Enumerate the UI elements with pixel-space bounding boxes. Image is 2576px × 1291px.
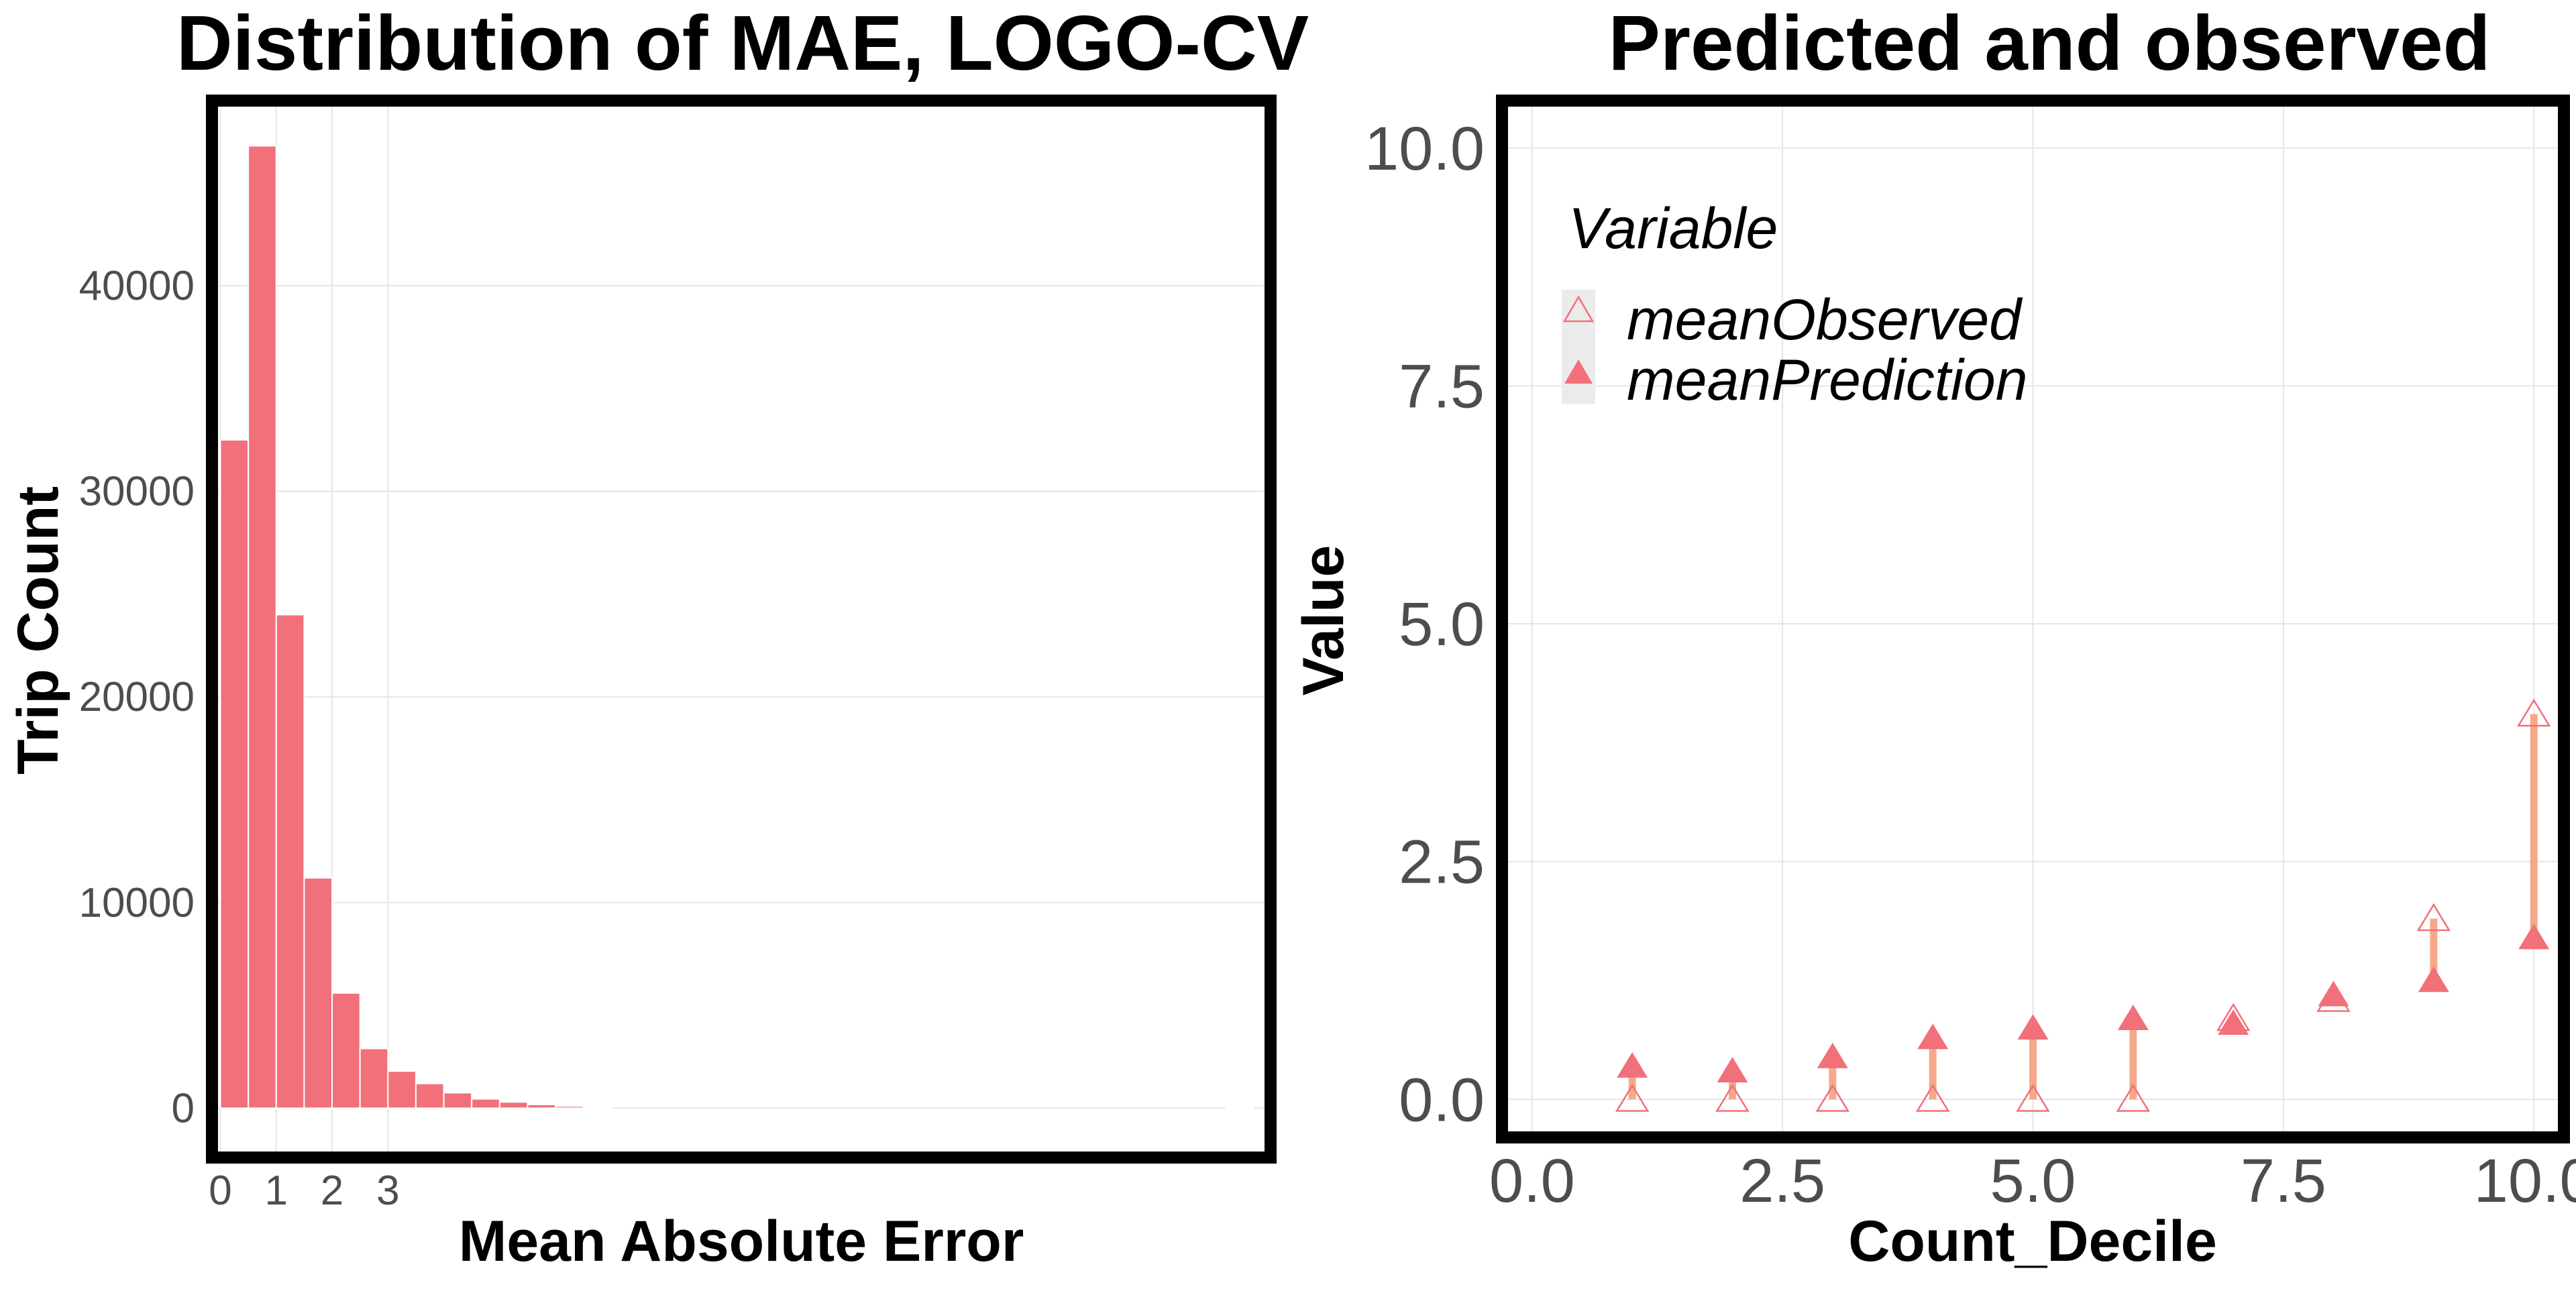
mean-prediction-point-2 <box>1817 1042 1848 1068</box>
histogram-bar-2 <box>275 614 305 1109</box>
histogram-bar-8 <box>443 1092 473 1109</box>
hist-x-tick-label-3: 3 <box>376 1168 399 1214</box>
pred-obs-y-axis-title: Value <box>1291 545 1356 696</box>
hist-y-tick-label-2: 20000 <box>79 674 195 720</box>
mean-prediction-point-1 <box>1717 1057 1748 1082</box>
mean-observed-point-1 <box>1715 1084 1750 1112</box>
legend-open-triangle-icon <box>1562 295 1595 323</box>
pred-obs-x-ticks: 0.0 2.5 5.0 7.5 10.0 <box>1489 1147 2576 1215</box>
po-x-tick-label-3: 7.5 <box>2241 1147 2326 1215</box>
mean-observed-point-9 <box>2516 698 2551 727</box>
histogram-frame <box>206 95 1277 1164</box>
pred-obs-x-axis-title: Count_Decile <box>1848 1209 2217 1274</box>
mean-observed-point-5 <box>2116 1084 2151 1112</box>
histogram-bar-11 <box>527 1103 557 1109</box>
histogram-bar-4 <box>331 992 361 1109</box>
mean-observed-point-8 <box>2416 903 2451 932</box>
histogram-bar-7 <box>415 1082 445 1109</box>
histogram-bar-9 <box>471 1098 500 1109</box>
legend-key-background <box>1562 290 1595 404</box>
po-x-tick-label-4: 10.0 <box>2474 1147 2576 1215</box>
mean-prediction-point-5 <box>2117 1005 2149 1030</box>
po-y-tick-label-3: 7.5 <box>1399 353 1485 421</box>
mean-prediction-point-8 <box>2418 966 2449 993</box>
hist-x-tick-label-2: 2 <box>321 1168 343 1214</box>
mae-histogram-title: Distribution of MAE, LOGO-CV <box>176 0 1309 87</box>
histogram-y-ticks: 0 10000 20000 30000 40000 <box>79 263 195 1131</box>
mean-observed-point-6 <box>2216 1003 2251 1031</box>
hist-y-tick-label-4: 40000 <box>79 263 195 309</box>
pred-obs-frame <box>1496 95 2570 1143</box>
mean-observed-point-4 <box>2016 1084 2050 1112</box>
hist-y-tick-label-1: 10000 <box>79 880 195 926</box>
histogram-y-axis-title: Trip Count <box>6 486 70 775</box>
histogram-bar-6 <box>387 1070 417 1109</box>
po-x-tick-label-0: 0.0 <box>1489 1147 1575 1215</box>
mean-observed-point-3 <box>1915 1084 1950 1112</box>
pred-obs-title: Predicted and observed <box>1608 0 2490 87</box>
mean-prediction-point-9 <box>2518 923 2550 950</box>
pred-obs-segments <box>1628 714 2538 1100</box>
mean-observed-point-0 <box>1615 1084 1650 1112</box>
pred-obs-gridlines <box>1502 101 2564 1137</box>
hist-y-tick-label-3: 30000 <box>79 469 195 515</box>
mean-prediction-point-4 <box>2017 1014 2049 1040</box>
pred-obs-points <box>1615 698 2551 1112</box>
histogram-bars <box>219 145 1255 1109</box>
legend-title: Variable <box>1568 197 1778 261</box>
hist-x-tick-label-1: 1 <box>265 1168 288 1214</box>
po-x-tick-label-1: 2.5 <box>1739 1147 1825 1215</box>
histogram-bar-3 <box>303 877 333 1109</box>
histogram-bar-10 <box>498 1101 529 1109</box>
legend-label-mean-prediction: meanPrediction <box>1627 348 2028 412</box>
histogram-bar-0 <box>219 439 250 1109</box>
pred-obs-panel: Predicted and observed Variable meanObse… <box>1291 0 2576 1274</box>
mean-observed-point-7 <box>2316 984 2351 1012</box>
mae-histogram-panel: Distribution of MAE, LOGO-CV 0 10000 20000… <box>6 0 1309 1274</box>
histogram-x-axis-title: Mean Absolute Error <box>459 1209 1024 1274</box>
histogram-bar-5 <box>359 1048 389 1109</box>
po-y-tick-label-0: 0.0 <box>1399 1066 1485 1134</box>
po-x-tick-label-2: 5.0 <box>1990 1147 2076 1215</box>
mean-prediction-point-3 <box>1917 1023 1949 1050</box>
legend-filled-triangle-icon <box>1564 359 1593 384</box>
mean-prediction-point-6 <box>2218 1009 2249 1035</box>
mean-observed-point-2 <box>1815 1084 1850 1112</box>
po-y-tick-label-2: 5.0 <box>1399 590 1485 659</box>
histogram-gridlines <box>212 101 1271 1158</box>
mean-prediction-point-0 <box>1617 1052 1648 1078</box>
pred-obs-legend: Variable meanObserved meanPrediction <box>1562 197 2028 412</box>
pred-obs-y-ticks: 0.0 2.5 5.0 7.5 10.0 <box>1364 115 1485 1134</box>
histogram-bar-13 <box>582 1106 612 1109</box>
po-y-tick-label-1: 2.5 <box>1399 828 1485 897</box>
histogram-bar-12 <box>555 1105 584 1109</box>
po-y-tick-label-4: 10.0 <box>1364 115 1485 183</box>
legend-label-mean-observed: meanObserved <box>1627 288 2023 352</box>
histogram-bar-1 <box>248 145 277 1109</box>
histogram-bar-14 <box>1225 1107 1255 1109</box>
hist-x-tick-label-0: 0 <box>209 1168 231 1214</box>
hist-y-tick-label-0: 0 <box>172 1085 195 1131</box>
